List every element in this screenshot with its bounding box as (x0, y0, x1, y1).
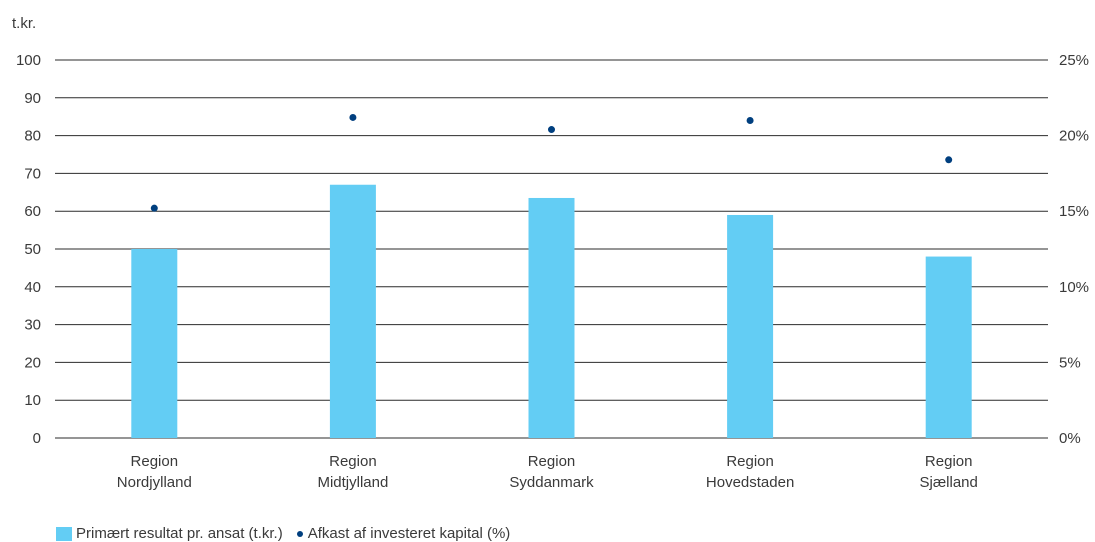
chart: t.kr. 0 10 20 30 40 50 60 70 80 90 100 0% 5% 10% 15% 2… (12, 15, 1089, 491)
legend: Primært resultat pr. ansat (t.kr.) Afkas… (56, 525, 524, 542)
legend-bar-label: Primært resultat pr. ansat (t.kr.) (76, 525, 283, 542)
left-tick-label: 20 (24, 354, 41, 371)
category-label: Region (925, 453, 973, 470)
left-tick-label: 100 (16, 52, 41, 69)
left-tick-label: 60 (24, 203, 41, 220)
left-tick-label: 30 (24, 317, 41, 334)
right-axis-ticks: 0% 5% 10% 15% 20% 25% (1059, 52, 1089, 447)
right-tick-label: 0% (1059, 430, 1081, 447)
legend-dot-swatch (296, 530, 303, 537)
right-tick-label: 20% (1059, 128, 1089, 145)
left-tick-label: 80 (24, 128, 41, 145)
left-tick-label: 40 (24, 279, 41, 296)
category-label: Nordjylland (117, 474, 192, 491)
bar (925, 256, 972, 438)
category-label: Syddanmark (509, 474, 594, 491)
category-label: Region (329, 453, 377, 470)
right-tick-label: 10% (1059, 279, 1089, 296)
bar (727, 214, 774, 438)
right-tick-label: 15% (1059, 203, 1089, 220)
left-tick-label: 50 (24, 241, 41, 258)
legend-item-dot: Afkast af investeret kapital (%) (296, 525, 511, 542)
left-tick-label: 70 (24, 165, 41, 182)
left-tick-label: 90 (24, 90, 41, 107)
category-labels: Region Nordjylland Region Midtjylland Region… (117, 453, 978, 491)
category-label: Hovedstaden (706, 474, 794, 491)
legend-bar-swatch (56, 526, 72, 541)
category-label: Midtjylland (317, 474, 388, 491)
left-tick-label: 0 (33, 430, 41, 447)
y-axis-unit-label: t.kr. (12, 15, 36, 32)
category-label: Region (726, 453, 774, 470)
left-axis-ticks: 0 10 20 30 40 50 60 70 80 90 100 (16, 52, 41, 447)
left-tick-label: 10 (24, 392, 41, 409)
right-tick-label: 25% (1059, 52, 1089, 69)
category-label: Region (528, 453, 576, 470)
dot-series (150, 113, 953, 212)
dot-point (150, 204, 158, 212)
dot-point (548, 126, 555, 134)
bar-series (131, 184, 972, 438)
dot-point (349, 113, 357, 121)
bar (131, 249, 178, 438)
legend-dot-label: Afkast af investeret kapital (%) (307, 525, 511, 542)
right-tick-label: 5% (1059, 354, 1081, 371)
dot-point (945, 156, 953, 164)
dot-point (746, 116, 754, 124)
category-label: Region (131, 453, 179, 470)
category-label: Sjælland (920, 474, 978, 491)
legend-item-bar: Primært resultat pr. ansat (t.kr.) (56, 525, 283, 542)
bar (329, 184, 376, 438)
bar (528, 197, 575, 438)
